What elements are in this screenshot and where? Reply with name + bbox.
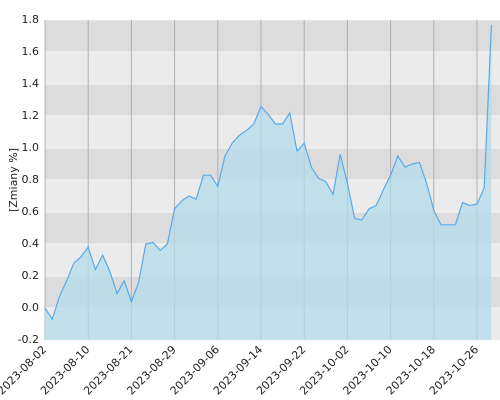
y-tick-label: 0.8: [22, 173, 40, 186]
y-tick-label: 0.2: [22, 269, 40, 282]
y-tick-label: 0.6: [22, 205, 40, 218]
y-tick-label: 1.4: [22, 77, 40, 90]
y-tick-label: 1.0: [22, 141, 40, 154]
y-tick-label: 0.4: [22, 237, 40, 250]
y-tick-label: 1.8: [22, 13, 40, 26]
grid-band: [45, 20, 500, 52]
y-tick-label: 1.6: [22, 45, 40, 58]
y-tick-label: 1.2: [22, 109, 40, 122]
line: [44, 24, 492, 321]
y-tick-label: -0.2: [18, 333, 39, 346]
y-axis-label: [Zmiany %]: [7, 148, 20, 212]
grid-band: [45, 84, 500, 116]
grid-band: [45, 52, 500, 84]
area: [45, 24, 492, 341]
y-tick-label: 0.0: [22, 301, 40, 314]
